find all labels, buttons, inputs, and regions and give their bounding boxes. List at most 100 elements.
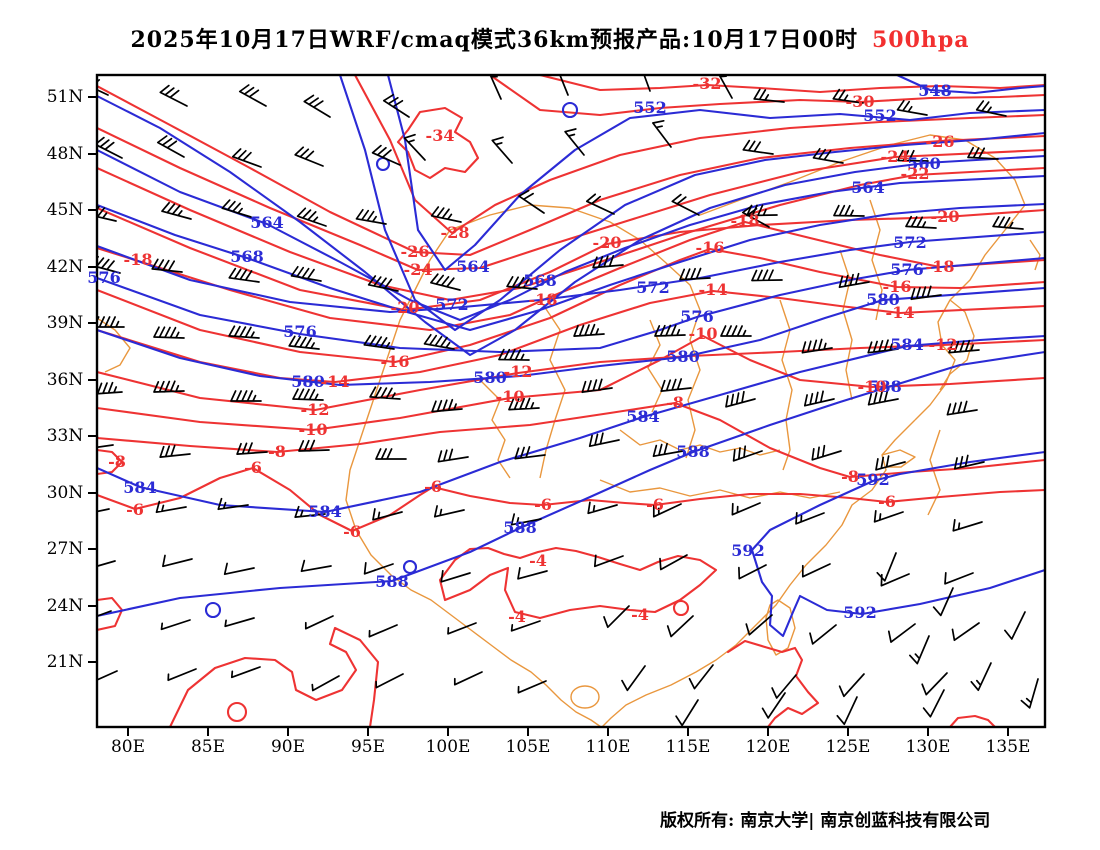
temperature-contour-label: -6	[878, 492, 896, 511]
height-contour-label: 584	[890, 335, 924, 354]
temperature-contour-label: -6	[424, 477, 442, 496]
height-contour-label: 576	[680, 307, 714, 326]
wind-barb	[97, 381, 123, 395]
wind-barb	[363, 334, 395, 350]
wind-barb	[355, 208, 387, 225]
wind-barb	[382, 93, 410, 118]
wind-barb	[440, 570, 471, 583]
wind-barb	[506, 276, 538, 290]
wind-barb	[921, 672, 948, 696]
wind-barb	[162, 554, 193, 568]
height-contour-label: 548	[918, 81, 952, 100]
height-contour-label: 572	[893, 233, 927, 252]
lon-axis-label: 115E	[665, 737, 711, 757]
wind-barb	[1020, 678, 1039, 709]
temperature-contour-label: -10	[298, 420, 328, 439]
temperature-contour-label: -4	[529, 551, 547, 570]
wind-barb	[909, 635, 930, 665]
wind-barb	[230, 666, 261, 679]
wind-barb-layer	[97, 75, 1039, 727]
wind-barb	[437, 448, 469, 463]
temperature-contour-label: -20	[930, 207, 960, 226]
temperature-contour-label: -16	[882, 277, 912, 296]
wind-barb	[660, 378, 692, 392]
height-contour-label: 584	[123, 478, 157, 497]
height-contour-label: 584	[626, 407, 660, 426]
lat-axis-label: 24N	[46, 596, 84, 616]
height-contour-label: 580	[666, 347, 700, 366]
wind-barb	[367, 275, 399, 292]
wind-barb	[159, 84, 188, 107]
height-contour-label: 568	[523, 271, 557, 290]
height-contour-label: 560	[907, 154, 941, 173]
wind-barb	[875, 455, 906, 471]
wind-barb	[447, 622, 477, 635]
height-contour-label: 588	[676, 442, 710, 461]
height-contour-label: 584	[308, 502, 342, 521]
wind-barb	[922, 689, 945, 718]
wind-barb	[510, 513, 542, 526]
temperature-contour-label: -14	[320, 372, 350, 391]
lon-axis-label: 135E	[985, 737, 1031, 757]
wind-barb	[811, 444, 842, 461]
lat-axis-label: 48N	[46, 144, 84, 164]
wind-barb	[97, 670, 118, 681]
height-contour-label: 592	[731, 541, 765, 560]
temperature-contour-label: -20	[592, 233, 622, 252]
wind-barb	[231, 148, 262, 168]
wind-barb	[896, 99, 928, 116]
map-frame	[95, 73, 1047, 729]
height-contour-label: 576	[87, 268, 121, 287]
wind-barb	[97, 316, 125, 328]
temperature-contour-label: -24	[403, 260, 433, 279]
wind-barb	[311, 675, 340, 692]
temperature-contour-label: -6	[343, 522, 361, 541]
wind-barb	[738, 564, 767, 580]
chart-title-main: 2025年10月17日WRF/cmaq模式36km预报产品:10月17日00时	[130, 27, 858, 53]
wind-barb	[753, 88, 785, 103]
wind-barb	[975, 100, 1007, 117]
temperature-contour-label: -28	[440, 223, 470, 242]
height-contour-label: 564	[250, 213, 284, 232]
wind-barb	[292, 388, 324, 401]
wind-barb	[224, 617, 255, 628]
temperature-contour-label: -20	[390, 298, 420, 317]
wind-barb	[592, 254, 624, 269]
coastline-borders	[97, 134, 1041, 727]
wind-barb	[517, 680, 547, 694]
temperature-contour-label: -32	[692, 74, 722, 93]
lon-axis-label: 130E	[905, 737, 951, 757]
wind-barb	[951, 622, 980, 642]
wind-barb	[97, 508, 110, 513]
wind-barb	[369, 386, 401, 400]
wind-barb	[304, 615, 334, 630]
wind-barb	[801, 563, 831, 578]
temperature-contour-label: -16	[695, 238, 725, 257]
wind-barb	[587, 501, 618, 515]
wind-barb	[588, 432, 620, 448]
wind-barb	[294, 505, 326, 518]
wind-barb	[838, 673, 865, 698]
wind-barb	[948, 339, 980, 354]
lat-axis-label: 42N	[46, 257, 84, 277]
height-contour-label: 576	[283, 322, 317, 341]
temperature-contour-label: -18	[925, 257, 955, 276]
lat-axis-label: 45N	[46, 200, 84, 220]
wind-barb	[230, 390, 262, 402]
height-contour-label: 592	[843, 603, 877, 622]
temperature-contour-label: -4	[508, 607, 526, 626]
height-contour-label: 552	[863, 106, 897, 125]
wind-barb	[156, 135, 185, 158]
temperature-contour-label: -16	[380, 352, 410, 371]
wind-barb	[296, 207, 327, 227]
lat-axis-label: 36N	[46, 370, 84, 390]
wind-barb	[732, 445, 763, 462]
wind-barb	[161, 201, 192, 220]
wind-barb	[375, 448, 407, 460]
axis-ticks	[88, 96, 1009, 736]
temperature-contour-label: -24	[880, 147, 910, 166]
height-contour-label: 572	[435, 295, 469, 314]
wind-barb	[952, 519, 983, 532]
wind-barb	[155, 500, 187, 514]
wind-barb	[970, 662, 992, 692]
